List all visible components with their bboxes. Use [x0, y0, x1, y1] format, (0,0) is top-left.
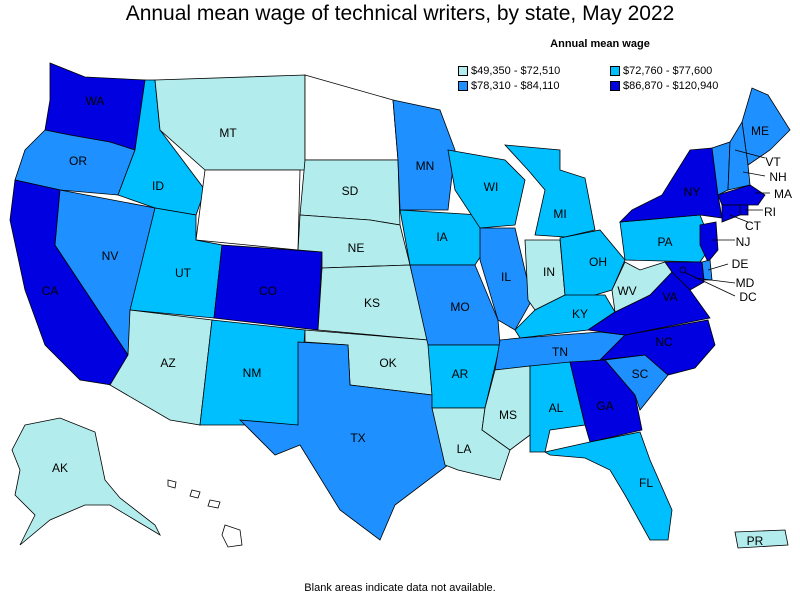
- state-label-mn: MN: [416, 159, 435, 173]
- state-hi[interactable]: [167, 479, 177, 489]
- state-nj[interactable]: [699, 221, 719, 263]
- callout-line-ct: [729, 214, 749, 223]
- state-label-pr: PR: [747, 534, 764, 548]
- state-wy[interactable]: [195, 169, 301, 251]
- state-label-vt: VT: [765, 155, 781, 169]
- state-nh[interactable]: [727, 120, 751, 191]
- state-label-mt: MT: [219, 126, 237, 140]
- state-label-ga: GA: [596, 399, 613, 413]
- legend-swatch: [610, 81, 620, 91]
- state-label-ms: MS: [499, 408, 517, 422]
- state-pr[interactable]: [734, 529, 789, 549]
- legend-swatch: [610, 66, 620, 76]
- state-label-az: AZ: [160, 356, 175, 370]
- state-label-ny: NY: [684, 185, 701, 199]
- state-label-ct: CT: [745, 219, 762, 233]
- state-label-ks: KS: [364, 296, 380, 310]
- state-label-dc: DC: [739, 290, 757, 304]
- state-ky[interactable]: [514, 294, 616, 339]
- state-label-or: OR: [69, 154, 87, 168]
- state-label-ia: IA: [436, 230, 447, 244]
- state-ny[interactable]: [618, 147, 723, 223]
- state-label-nc: NC: [655, 335, 673, 349]
- state-label-in: IN: [543, 265, 555, 279]
- state-label-ak: AK: [52, 461, 68, 475]
- state-label-ar: AR: [452, 367, 469, 381]
- callout-line-dc: [683, 271, 736, 297]
- state-mi[interactable]: [504, 144, 596, 238]
- legend-item-tier-1: $49,350 - $72,510: [458, 65, 560, 77]
- state-wi[interactable]: [447, 149, 526, 229]
- legend-item-tier-3: $78,310 - $84,110: [458, 80, 559, 92]
- state-label-ca: CA: [42, 284, 59, 298]
- state-label-wv: WV: [617, 284, 636, 298]
- legend-label: $49,350 - $72,510: [471, 65, 561, 77]
- state-label-ky: KY: [572, 307, 588, 321]
- state-label-md: MD: [736, 276, 755, 290]
- state-label-nj: NJ: [736, 235, 751, 249]
- state-label-al: AL: [549, 401, 564, 415]
- legend-swatch: [458, 81, 468, 91]
- state-label-la: LA: [457, 442, 472, 456]
- state-label-nh: NH: [769, 170, 786, 184]
- state-tx[interactable]: [238, 341, 449, 541]
- state-label-tn: TN: [552, 345, 568, 359]
- state-label-fl: FL: [639, 476, 653, 490]
- state-label-id: ID: [152, 179, 164, 193]
- callout-line-vt: [734, 149, 766, 159]
- legend-item-tier-2: $72,760 - $77,600: [610, 65, 712, 77]
- state-ak[interactable]: [11, 417, 161, 546]
- state-fl[interactable]: [543, 431, 673, 541]
- legend-label: $86,870 - $120,940: [623, 80, 719, 92]
- state-dc[interactable]: [679, 266, 687, 274]
- state-label-mi: MI: [553, 207, 566, 221]
- state-mo[interactable]: [409, 264, 501, 346]
- state-label-wa: WA: [86, 94, 105, 108]
- state-label-ne: NE: [348, 241, 365, 255]
- state-mn[interactable]: [392, 99, 456, 211]
- state-label-tx: TX: [350, 431, 365, 445]
- legend-item-tier-4: $86,870 - $120,940: [610, 80, 718, 92]
- footnote: Blank areas indicate data not available.: [304, 582, 496, 594]
- callout-line-de: [707, 263, 729, 271]
- legend-label: $72,760 - $77,600: [623, 65, 713, 77]
- state-label-ut: UT: [175, 266, 192, 280]
- legend-swatch: [458, 66, 468, 76]
- state-label-va: VA: [662, 290, 677, 304]
- state-nd[interactable]: [304, 74, 399, 161]
- map-title: Annual mean wage of technical writers, b…: [125, 2, 675, 25]
- state-md[interactable]: [664, 261, 705, 291]
- state-label-pa: PA: [657, 235, 672, 249]
- state-label-ri: RI: [764, 205, 776, 219]
- state-label-me: ME: [751, 124, 769, 138]
- state-label-oh: OH: [589, 255, 607, 269]
- state-label-co: CO: [259, 284, 277, 298]
- state-label-nm: NM: [243, 366, 262, 380]
- state-hi[interactable]: [221, 524, 243, 548]
- state-hi[interactable]: [207, 499, 221, 509]
- callout-line-nh: [742, 171, 766, 177]
- state-label-sc: SC: [632, 367, 649, 381]
- legend-title: Annual mean wage: [550, 38, 650, 50]
- state-label-nv: NV: [102, 249, 119, 263]
- state-label-mo: MO: [450, 300, 469, 314]
- legend-label: $78,310 - $84,110: [471, 80, 560, 92]
- callout-line-md: [694, 277, 736, 284]
- state-label-il: IL: [501, 270, 511, 284]
- state-label-de: DE: [732, 257, 749, 271]
- state-label-ok: OK: [379, 356, 396, 370]
- state-label-ma: MA: [774, 187, 792, 201]
- state-hi[interactable]: [189, 489, 201, 499]
- state-label-sd: SD: [342, 184, 359, 198]
- state-ct[interactable]: [721, 204, 741, 223]
- state-label-wi: WI: [484, 180, 499, 194]
